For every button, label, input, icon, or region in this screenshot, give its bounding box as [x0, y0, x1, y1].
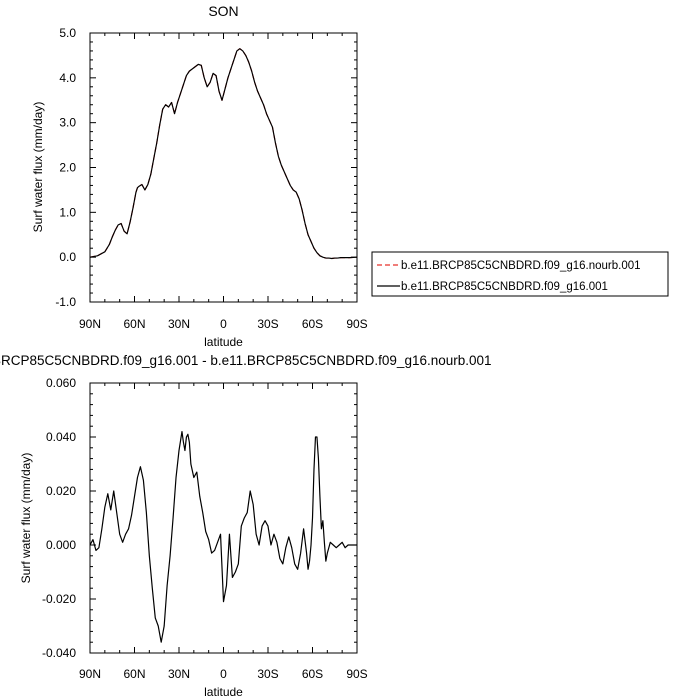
- x-tick-label: 60N: [123, 317, 145, 331]
- y-tick-label: -1.0: [55, 295, 76, 309]
- top-panel: SON 90N 60N 30N 0 30S 60S 90S -1.0 0.0 1.0 2.0 3.0 4.…: [31, 3, 669, 349]
- x-axis-label: latitude: [204, 335, 243, 349]
- series-line-0: [89, 431, 357, 643]
- y-tick-label: 4.0: [59, 71, 76, 85]
- y-tick-label: -0.020: [42, 592, 76, 606]
- legend: b.e11.BRCP85C5CNBDRD.f09_g16.nourb.001 b.…: [371, 251, 669, 297]
- y-tick-label: 1.0: [59, 205, 76, 219]
- x-tick-label: 90N: [79, 667, 101, 681]
- legend-label-1: b.e11.BRCP85C5CNBDRD.f09_g16.001: [401, 281, 608, 293]
- x-tick-label: 30S: [257, 667, 278, 681]
- y-tick-label: 0.0: [59, 250, 76, 264]
- y-tick-label: 0.040: [46, 430, 76, 444]
- plot-frame: [89, 32, 358, 303]
- y-tick-label: 0.000: [46, 538, 76, 552]
- x-tick-label: 90S: [346, 317, 367, 331]
- y-tick-label: 0.020: [46, 484, 76, 498]
- y-axis-label: Surf water flux (mm/day): [19, 453, 33, 584]
- x-tick-label: 0: [220, 317, 227, 331]
- bottom-panel: b.e11.BRCP85C5CNBDRD.f09_g16.001 - b.e11…: [0, 353, 492, 699]
- x-tick-label: 60S: [302, 317, 323, 331]
- chart-title: SON: [208, 3, 238, 19]
- x-tick-label: 90S: [346, 667, 367, 681]
- y-axis-label: Surf water flux (mm/day): [31, 102, 45, 233]
- x-axis-label: latitude: [204, 685, 243, 699]
- legend-box: [371, 251, 669, 297]
- legend-label-0: b.e11.BRCP85C5CNBDRD.f09_g16.nourb.001: [401, 260, 641, 272]
- y-tick-label: 2.0: [59, 161, 76, 175]
- x-tick-label: 60S: [302, 667, 323, 681]
- x-tick-label: 0: [220, 667, 227, 681]
- y-tick-label: 5.0: [59, 26, 76, 40]
- x-tick-label: 30N: [168, 317, 190, 331]
- y-tick-label: 0.060: [46, 376, 76, 390]
- series-line-1: [89, 48, 358, 260]
- y-tick-label: 3.0: [59, 116, 76, 130]
- plot-frame: [89, 382, 358, 654]
- y-tick-label: -0.040: [42, 646, 76, 660]
- chart-title: b.e11.BRCP85C5CNBDRD.f09_g16.001 - b.e11…: [0, 353, 492, 368]
- x-tick-label: 90N: [79, 317, 101, 331]
- series-line-0: [89, 48, 358, 260]
- x-tick-label: 60N: [123, 667, 145, 681]
- x-tick-label: 30S: [257, 317, 278, 331]
- x-tick-label: 30N: [168, 667, 190, 681]
